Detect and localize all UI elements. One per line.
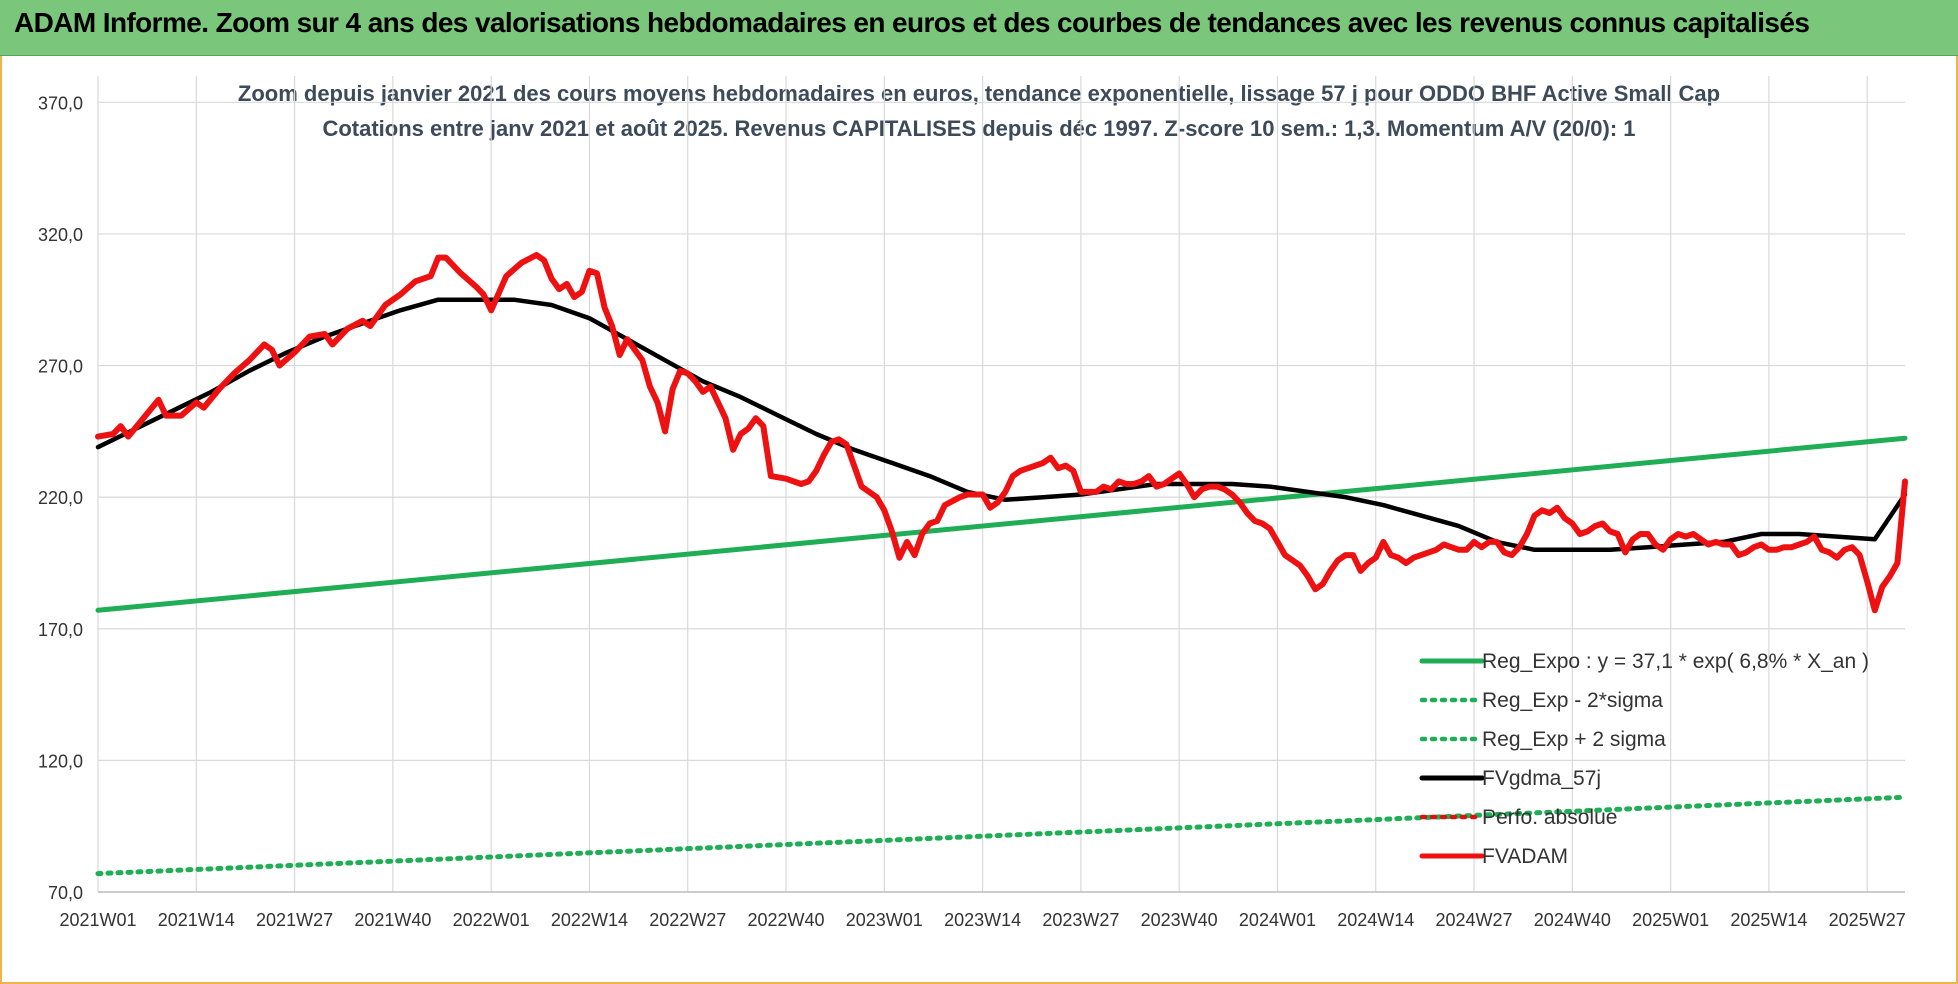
chart-area: Zoom depuis janvier 2021 des cours moyen… — [38, 76, 1908, 930]
x-tick-label: 2021W40 — [354, 910, 431, 930]
legend-label: Perfo. absolue — [1482, 806, 1617, 829]
x-tick-label: 2025W14 — [1730, 910, 1807, 930]
chart-subtitle: Cotations entre janv 2021 et août 2025. … — [322, 116, 1635, 141]
y-axis: 70,0 120,0 170,0 220,0 270,0 320,0 370,0 — [38, 93, 83, 903]
series-lines — [95, 252, 1908, 877]
x-tick-label: 2024W40 — [1534, 910, 1611, 930]
x-axis: 2021W01 2021W14 2021W27 2021W40 2022W01 2022W… — [59, 910, 1905, 930]
y-tick-label: 370,0 — [38, 93, 83, 113]
x-tick-label: 2024W14 — [1337, 910, 1414, 930]
x-tick-label: 2022W14 — [551, 910, 628, 930]
x-tick-label: 2021W14 — [158, 910, 235, 930]
x-tick-label: 2023W14 — [944, 910, 1021, 930]
x-tick-label: 2024W01 — [1239, 910, 1316, 930]
x-tick-label: 2024W27 — [1436, 910, 1513, 930]
x-tick-label: 2023W27 — [1042, 910, 1119, 930]
legend: Reg_Expo : y = 37,1 * exp( 6,8% * X_an )… — [1419, 650, 1869, 868]
x-tick-label: 2021W27 — [256, 910, 333, 930]
series-fvadam — [95, 252, 1908, 614]
x-tick-label: 2021W01 — [59, 910, 136, 930]
legend-label: Reg_Exp - 2*sigma — [1482, 689, 1663, 712]
legend-label: FVADAM — [1482, 845, 1568, 868]
series-reg_expo — [95, 435, 1908, 613]
y-tick-label: 220,0 — [38, 488, 83, 508]
series-fvgdma_57j — [95, 297, 1908, 553]
x-tick-label: 2025W01 — [1632, 910, 1709, 930]
y-tick-label: 320,0 — [38, 225, 83, 245]
y-tick-label: 170,0 — [38, 620, 83, 640]
y-tick-label: 70,0 — [48, 883, 83, 903]
x-tick-label: 2023W01 — [846, 910, 923, 930]
legend-label: Reg_Exp + 2 sigma — [1482, 728, 1666, 751]
grid-lines — [97, 76, 1905, 893]
title-banner: ADAM Informe. Zoom sur 4 ans des valoris… — [0, 0, 1958, 56]
series-reg_exp — [95, 794, 1908, 877]
x-tick-label: 2022W40 — [747, 910, 824, 930]
x-tick-label: 2023W40 — [1141, 910, 1218, 930]
y-tick-label: 120,0 — [38, 751, 83, 771]
legend-label: FVgdma_57j — [1482, 767, 1601, 790]
legend-label: Reg_Expo : y = 37,1 * exp( 6,8% * X_an ) — [1482, 650, 1869, 673]
x-tick-label: 2022W01 — [453, 910, 530, 930]
x-tick-label: 2022W27 — [649, 910, 726, 930]
banner-title: ADAM Informe. Zoom sur 4 ans des valoris… — [14, 7, 1810, 38]
x-tick-label: 2025W27 — [1829, 910, 1906, 930]
y-tick-label: 270,0 — [38, 357, 83, 377]
